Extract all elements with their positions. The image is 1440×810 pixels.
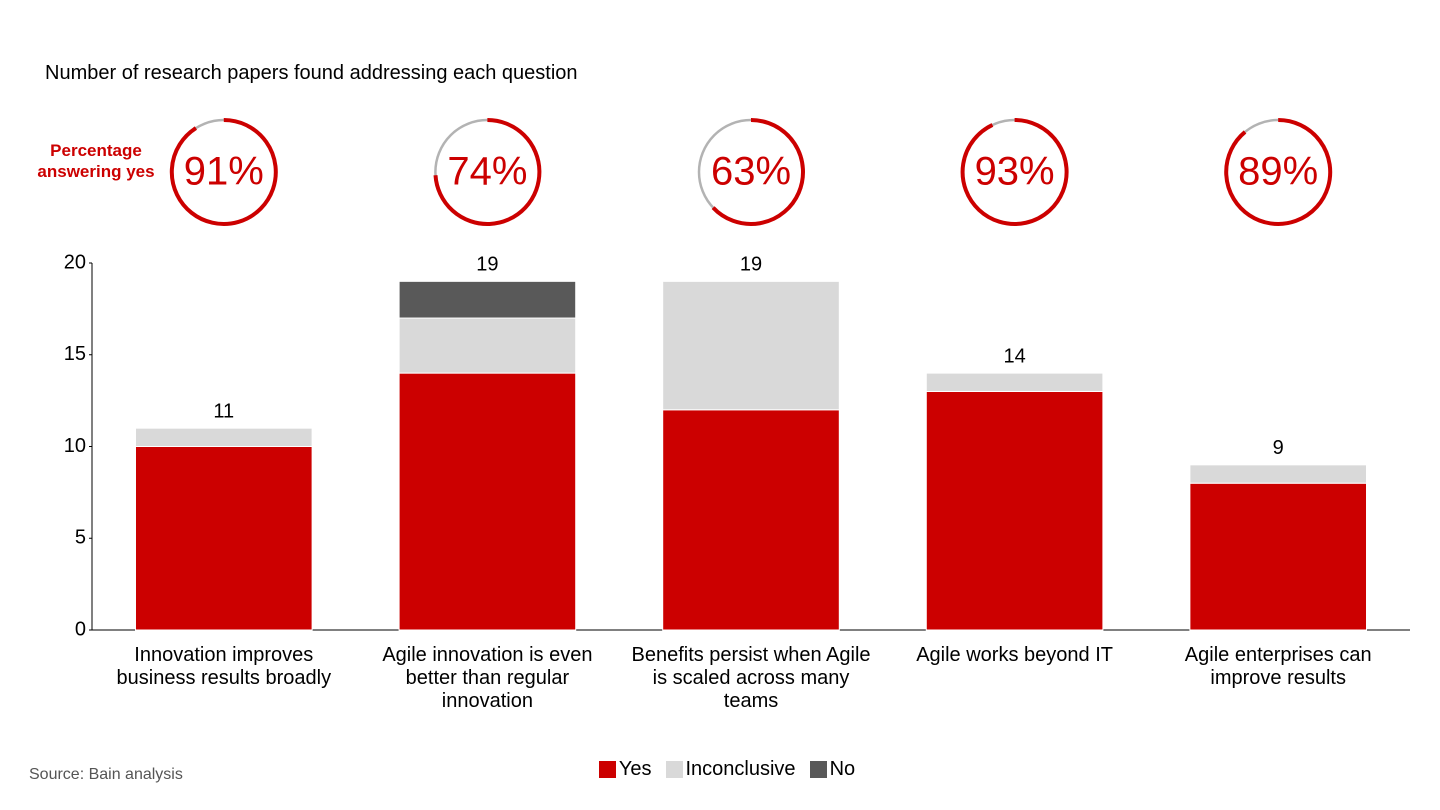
legend-swatch bbox=[598, 761, 616, 778]
bar-segment bbox=[662, 280, 840, 411]
percentage-label: Percentage answering yes bbox=[37, 141, 155, 181]
legend-label: Yes bbox=[618, 758, 652, 780]
chart-title: Number of research papers found addressi… bbox=[45, 62, 578, 84]
x-tick-label: Innovation improves business results bro… bbox=[116, 644, 332, 689]
bar-segment bbox=[134, 446, 313, 631]
legend-item: Inconclusive bbox=[665, 758, 796, 781]
x-tick-label: Agile enterprises can improve results bbox=[1184, 644, 1372, 689]
bar-segment bbox=[1189, 464, 1368, 484]
ring-arc bbox=[960, 118, 1069, 226]
total-label: 11 bbox=[213, 400, 234, 422]
legend: Yes Inconclusive No bbox=[0, 758, 1440, 781]
source: Source: Bain analysis bbox=[29, 766, 183, 783]
y-tick-label: 15 bbox=[64, 343, 86, 365]
y-tick-label: 5 bbox=[75, 527, 86, 549]
bar-segment bbox=[925, 372, 1104, 392]
percentage-value: 91% bbox=[184, 150, 264, 194]
bar-segment bbox=[398, 372, 577, 631]
legend-label: Inconclusive bbox=[685, 758, 796, 780]
percentage-value: 63% bbox=[711, 150, 791, 194]
total-label: 9 bbox=[1273, 437, 1284, 459]
bar-segment bbox=[662, 409, 840, 631]
legend-swatch bbox=[665, 761, 683, 778]
percentage-value: 89% bbox=[1238, 150, 1318, 194]
ring-arc bbox=[711, 118, 805, 226]
x-tick-label: Agile innovation is even better than reg… bbox=[382, 644, 593, 712]
y-tick-label: 0 bbox=[75, 618, 86, 640]
y-tick-label: 10 bbox=[64, 435, 86, 457]
ring-arc bbox=[169, 118, 278, 226]
legend-item: Yes bbox=[598, 758, 652, 781]
x-tick-label: Benefits persist when Agile is scaled ac… bbox=[631, 644, 871, 712]
percentage-value: 93% bbox=[975, 150, 1055, 194]
bar-segment bbox=[134, 427, 313, 447]
ring-arc bbox=[1224, 118, 1333, 226]
bar-segment bbox=[398, 317, 577, 374]
bar-segment bbox=[925, 390, 1104, 631]
y-tick-label: 20 bbox=[64, 251, 86, 273]
ring-arc bbox=[433, 118, 542, 226]
total-label: 14 bbox=[1003, 345, 1025, 367]
total-label: 19 bbox=[476, 254, 498, 276]
x-tick-label: Agile works beyond IT bbox=[916, 644, 1113, 666]
legend-item: No bbox=[809, 758, 856, 781]
bar-segment bbox=[1189, 482, 1368, 631]
legend-label: No bbox=[829, 758, 856, 780]
bar-segment bbox=[398, 280, 577, 319]
legend-swatch bbox=[809, 761, 827, 778]
total-label: 19 bbox=[740, 254, 762, 276]
percentage-value: 74% bbox=[447, 150, 527, 194]
